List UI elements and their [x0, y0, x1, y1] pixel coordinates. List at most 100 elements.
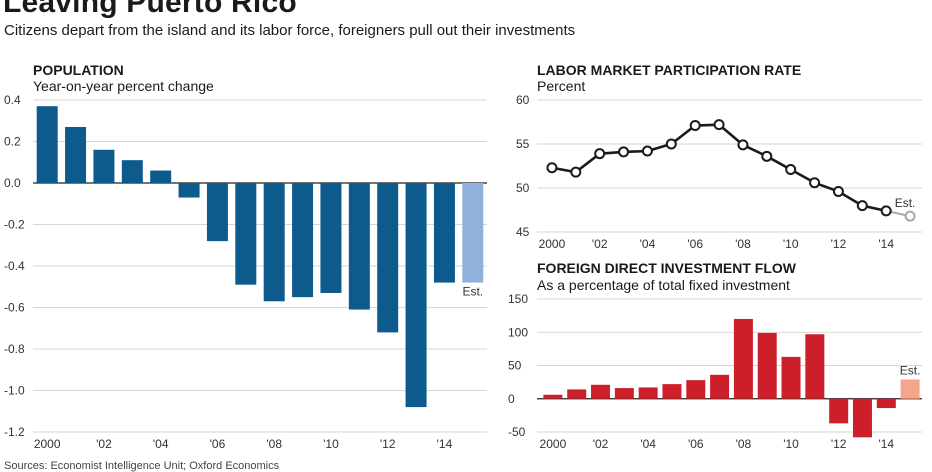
- population-y-tick-label: 0.0: [4, 176, 21, 190]
- labor-subtitle: Percent: [537, 78, 585, 94]
- population-bar: [36, 106, 58, 183]
- fdi-bar: [543, 394, 563, 399]
- labor-y-tick-label: 50: [516, 181, 530, 195]
- fdi-bar: [638, 387, 658, 399]
- labor-point: [618, 146, 630, 158]
- labor-point: [856, 200, 868, 212]
- population-bar: [178, 183, 200, 198]
- population-y-tick-label: -1.2: [4, 425, 25, 439]
- population-x-tick-label: '06: [210, 437, 226, 451]
- fdi-bar: [591, 384, 611, 399]
- population-y-tick-label: 0.4: [4, 93, 21, 107]
- population-x-tick-label: '12: [380, 437, 396, 451]
- population-x-tick-label: 2000: [34, 437, 61, 451]
- labor-point: [689, 120, 701, 132]
- population-x-tick-label: '02: [96, 437, 112, 451]
- labor-estimate-point: [904, 210, 916, 222]
- fdi-bar: [805, 334, 825, 399]
- population-y-tick-label: -0.8: [4, 342, 25, 356]
- population-bar: [263, 183, 285, 302]
- fdi-x-tick-label: '06: [688, 437, 704, 451]
- labor-line: [551, 123, 887, 213]
- labor-x-tick-label: '08: [735, 237, 751, 251]
- labor-title: LABOR MARKET PARTICIPATION RATE: [537, 62, 801, 78]
- labor-x-tick-label: '10: [783, 237, 799, 251]
- labor-x-tick-label: '02: [592, 237, 608, 251]
- fdi-y-tick-label: 100: [508, 325, 528, 339]
- labor-x-tick-label: '14: [878, 237, 894, 251]
- population-bar: [235, 183, 257, 285]
- fdi-estimate-label: Est.: [900, 363, 921, 377]
- labor-x-tick-label: 2000: [539, 237, 566, 251]
- fdi-bar: [829, 398, 849, 424]
- labor-point: [594, 148, 606, 160]
- figure-subtitle: Citizens depart from the island and its …: [4, 22, 576, 39]
- labor-x-tick-label: '04: [640, 237, 656, 251]
- fdi-estimate-bar: [900, 379, 920, 399]
- population-estimate-label: Est.: [462, 285, 483, 299]
- labor-y-tick-label: 45: [516, 225, 530, 239]
- fdi-bar: [757, 332, 777, 399]
- labor-y-tick-label: 60: [516, 93, 530, 107]
- labor-x-tick-label: '06: [687, 237, 703, 251]
- labor-point: [761, 150, 773, 162]
- fdi-bar: [567, 389, 587, 399]
- labor-point: [641, 145, 653, 157]
- fdi-bar: [852, 398, 872, 438]
- population-bar: [93, 149, 115, 183]
- fdi-bar: [781, 356, 801, 399]
- population-subtitle: Year-on-year percent change: [33, 78, 214, 94]
- fdi-bar: [686, 380, 706, 399]
- fdi-x-tick-label: '02: [593, 437, 609, 451]
- labor-point: [546, 162, 558, 174]
- labor-y-tick-label: 55: [516, 137, 530, 151]
- labor-x-tick-label: '12: [831, 237, 847, 251]
- fdi-x-tick-label: 2000: [540, 437, 567, 451]
- fdi-title: FOREIGN DIRECT INVESTMENT FLOW: [537, 260, 797, 276]
- population-x-tick-label: '14: [437, 437, 453, 451]
- labor-point: [832, 186, 844, 198]
- population-bar: [348, 183, 370, 310]
- population-y-tick-label: -0.6: [4, 301, 25, 315]
- population-bar: [206, 183, 228, 242]
- fdi-x-tick-label: '10: [783, 437, 799, 451]
- fdi-bar: [662, 384, 682, 399]
- population-y-tick-label: -1.0: [4, 384, 25, 398]
- labor-point: [713, 119, 725, 131]
- labor-estimate-label: Est.: [895, 196, 916, 210]
- population-title: POPULATION: [33, 62, 124, 78]
- population-y-tick-label: 0.2: [4, 135, 21, 149]
- population-bar: [377, 183, 399, 333]
- labor-point: [809, 177, 821, 189]
- population-estimate-bar: [462, 183, 484, 283]
- labor-point: [737, 139, 749, 151]
- fdi-y-tick-label: 150: [508, 292, 528, 306]
- population-x-tick-label: '08: [266, 437, 282, 451]
- fdi-bar: [614, 388, 634, 399]
- fdi-y-tick-label: -50: [508, 425, 526, 439]
- labor-point: [570, 166, 582, 178]
- population-y-tick-label: -0.4: [4, 259, 25, 273]
- fdi-x-tick-label: '12: [831, 437, 847, 451]
- population-bar: [292, 183, 314, 298]
- labor-point: [665, 138, 677, 150]
- figure-source: Sources: Economist Intelligence Unit; Ox…: [4, 460, 280, 472]
- fdi-y-tick-label: 0: [508, 392, 515, 406]
- population-x-tick-label: '04: [153, 437, 169, 451]
- figure-title: Leaving Puerto Rico: [3, 0, 297, 19]
- population-bar: [150, 170, 172, 183]
- population-bar: [121, 160, 143, 183]
- population-bar: [405, 183, 427, 408]
- fdi-x-tick-label: '04: [640, 437, 656, 451]
- labor-point: [785, 164, 797, 176]
- fdi-x-tick-label: '14: [878, 437, 894, 451]
- population-bar: [320, 183, 342, 293]
- labor-point: [880, 205, 892, 217]
- population-bar: [65, 126, 87, 183]
- fdi-y-tick-label: 50: [508, 359, 522, 373]
- fdi-subtitle: As a percentage of total fixed investmen…: [537, 277, 790, 293]
- fdi-bar: [733, 318, 753, 399]
- population-y-tick-label: -0.2: [4, 218, 25, 232]
- fdi-bar: [876, 398, 896, 409]
